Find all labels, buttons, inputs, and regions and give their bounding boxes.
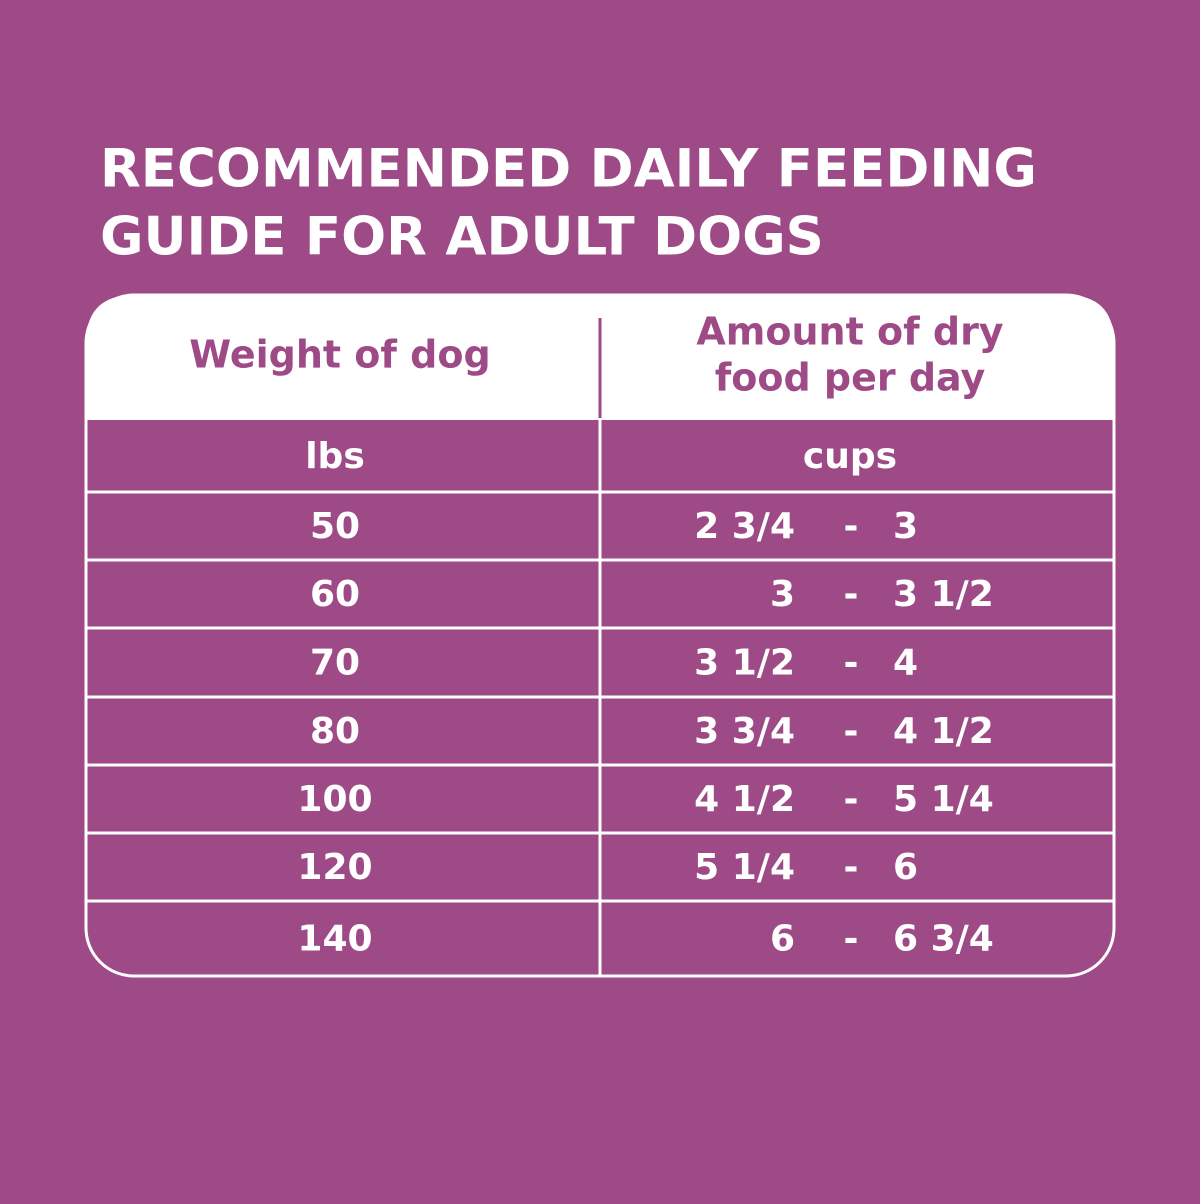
amount-to: 4 — [893, 643, 918, 684]
column-header: food per day — [715, 356, 986, 400]
weight-cell: 60 — [310, 574, 360, 615]
amount-from: 5 1/4 — [694, 847, 795, 888]
amount-to: 3 — [893, 506, 918, 547]
amount-from: 6 — [770, 919, 795, 960]
amount-from: 3 — [770, 574, 795, 615]
amount-separator: - — [844, 847, 859, 888]
amount-to: 6 3/4 — [893, 919, 994, 960]
amount-separator: - — [844, 919, 859, 960]
amount-from: 3 1/2 — [694, 643, 795, 684]
amount-separator: - — [844, 643, 859, 684]
amount-separator: - — [844, 779, 859, 820]
weight-cell: 100 — [297, 779, 372, 820]
column-header: Amount of dry — [696, 310, 1003, 354]
amount-separator: - — [844, 574, 859, 615]
unit-label: lbs — [305, 436, 365, 477]
amount-separator: - — [844, 506, 859, 547]
amount-from: 3 3/4 — [694, 711, 795, 752]
amount-to: 4 1/2 — [893, 711, 994, 752]
weight-cell: 50 — [310, 506, 360, 547]
weight-cell: 120 — [297, 847, 372, 888]
unit-label: cups — [803, 436, 897, 477]
amount-to: 5 1/4 — [893, 779, 994, 820]
amount-to: 6 — [893, 847, 918, 888]
title-line: GUIDE FOR ADULT DOGS — [100, 207, 824, 268]
amount-separator: - — [844, 711, 859, 752]
amount-to: 3 1/2 — [893, 574, 994, 615]
weight-cell: 70 — [310, 643, 360, 684]
title-line: RECOMMENDED DAILY FEEDING — [100, 139, 1037, 200]
column-header: Weight of dog — [189, 333, 490, 377]
weight-cell: 140 — [297, 919, 372, 960]
weight-cell: 80 — [310, 711, 360, 752]
amount-from: 4 1/2 — [694, 779, 795, 820]
amount-from: 2 3/4 — [694, 506, 795, 547]
